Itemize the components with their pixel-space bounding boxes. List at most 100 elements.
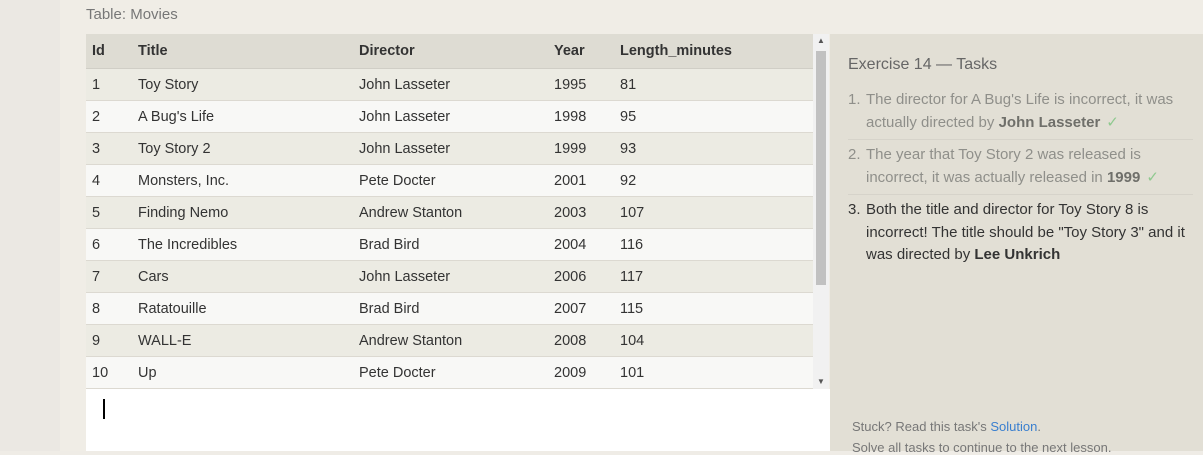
results-table-container: Id Title Director Year Length_minutes 1 … (86, 34, 813, 389)
cell-id: 5 (86, 196, 138, 229)
cell-title: Ratatouille (138, 292, 359, 325)
task-item-3: 3. Both the title and director for Toy S… (848, 199, 1193, 272)
tasks-panel: Exercise 14 — Tasks 1. The director for … (830, 34, 1203, 455)
task-number: 2. (848, 146, 861, 163)
cell-title: Up (138, 356, 359, 389)
cell-director: John Lasseter (359, 132, 554, 165)
cell-director: Pete Docter (359, 356, 554, 389)
table-row: 4 Monsters, Inc. Pete Docter 2001 92 (86, 164, 813, 197)
table-row: 5 Finding Nemo Andrew Stanton 2003 107 (86, 196, 813, 229)
column-header-director: Director (359, 34, 554, 69)
cell-id: 4 (86, 164, 138, 197)
cell-id: 2 (86, 100, 138, 133)
stuck-prefix: Stuck? Read this task's (852, 419, 991, 434)
cell-id: 3 (86, 132, 138, 165)
scroll-up-arrow-icon[interactable]: ▲ (817, 36, 825, 45)
sql-query-editor[interactable] (86, 389, 830, 451)
cell-length: 104 (620, 324, 813, 357)
scroll-down-arrow-icon[interactable]: ▼ (817, 377, 825, 386)
solve-all-hint: Solve all tasks to continue to the next … (852, 440, 1112, 455)
table-row: 7 Cars John Lasseter 2006 117 (86, 260, 813, 293)
cell-year: 2004 (554, 228, 620, 261)
table-row: 2 A Bug's Life John Lasseter 1998 95 (86, 100, 813, 133)
cell-year: 2003 (554, 196, 620, 229)
cell-id: 6 (86, 228, 138, 261)
check-icon: ✓ (1146, 168, 1159, 186)
cell-length: 81 (620, 68, 813, 101)
cell-director: John Lasseter (359, 260, 554, 293)
cell-director: John Lasseter (359, 100, 554, 133)
task-text: Both the title and director for Toy Stor… (866, 201, 1185, 263)
cell-year: 2007 (554, 292, 620, 325)
stuck-suffix: . (1037, 419, 1041, 434)
cell-id: 9 (86, 324, 138, 357)
cell-length: 116 (620, 228, 813, 261)
scrollbar-thumb[interactable] (816, 51, 826, 285)
cell-length: 117 (620, 260, 813, 293)
cell-title: Cars (138, 260, 359, 293)
table-row: 1 Toy Story John Lasseter 1995 81 (86, 68, 813, 101)
cell-id: 7 (86, 260, 138, 293)
task-text: The director for A Bug's Life is incorre… (866, 91, 1174, 131)
cell-length: 107 (620, 196, 813, 229)
cell-length: 115 (620, 292, 813, 325)
table-header-row: Id Title Director Year Length_minutes (86, 34, 813, 69)
cell-title: A Bug's Life (138, 100, 359, 133)
cell-title: The Incredibles (138, 228, 359, 261)
task-text-wrap: Both the title and director for Toy Stor… (866, 199, 1193, 267)
column-header-id: Id (86, 34, 138, 69)
task-text-wrap: The director for A Bug's Life is incorre… (866, 89, 1193, 134)
task-highlight: 1999 (1106, 168, 1141, 186)
table-row: 3 Toy Story 2 John Lasseter 1999 93 (86, 132, 813, 165)
cell-year: 2006 (554, 260, 620, 293)
column-header-year: Year (554, 34, 620, 69)
cell-id: 8 (86, 292, 138, 325)
cell-length: 101 (620, 356, 813, 389)
text-caret (103, 399, 105, 419)
task-item-1: 1. The director for A Bug's Life is inco… (848, 89, 1193, 140)
cell-year: 2009 (554, 356, 620, 389)
cell-director: Pete Docter (359, 164, 554, 197)
cell-title: Monsters, Inc. (138, 164, 359, 197)
tasks-title: Exercise 14 — Tasks (848, 56, 998, 73)
table-label: Table: Movies (86, 6, 178, 23)
cell-director: Brad Bird (359, 292, 554, 325)
cell-title: Toy Story (138, 68, 359, 101)
cell-director: Andrew Stanton (359, 324, 554, 357)
table-row: 8 Ratatouille Brad Bird 2007 115 (86, 292, 813, 325)
cell-director: John Lasseter (359, 68, 554, 101)
check-icon: ✓ (1106, 113, 1119, 131)
stuck-hint: Stuck? Read this task's Solution. (852, 419, 1041, 434)
cell-year: 1998 (554, 100, 620, 133)
column-header-title: Title (138, 34, 359, 69)
cell-year: 1995 (554, 68, 620, 101)
cell-id: 1 (86, 68, 138, 101)
cell-director: Andrew Stanton (359, 196, 554, 229)
cell-title: Toy Story 2 (138, 132, 359, 165)
table-row: 9 WALL-E Andrew Stanton 2008 104 (86, 324, 813, 357)
table-row: 10 Up Pete Docter 2009 101 (86, 356, 813, 389)
movies-table: Id Title Director Year Length_minutes 1 … (86, 34, 813, 389)
cell-director: Brad Bird (359, 228, 554, 261)
task-number: 3. (848, 201, 861, 218)
task-item-2: 2. The year that Toy Story 2 was release… (848, 144, 1193, 195)
cell-year: 1999 (554, 132, 620, 165)
column-header-length: Length_minutes (620, 34, 813, 69)
task-text-wrap: The year that Toy Story 2 was released i… (866, 144, 1193, 189)
task-highlight: Lee Unkrich (974, 246, 1061, 263)
task-list: 1. The director for A Bug's Life is inco… (848, 89, 1193, 276)
cell-year: 2008 (554, 324, 620, 357)
cell-length: 95 (620, 100, 813, 133)
cell-year: 2001 (554, 164, 620, 197)
cell-title: WALL-E (138, 324, 359, 357)
task-text: The year that Toy Story 2 was released i… (866, 146, 1141, 186)
cell-id: 10 (86, 356, 138, 389)
solution-link[interactable]: Solution (990, 419, 1038, 434)
task-highlight: John Lasseter (998, 113, 1101, 131)
cell-length: 92 (620, 164, 813, 197)
cell-length: 93 (620, 132, 813, 165)
task-number: 1. (848, 91, 861, 108)
cell-title: Finding Nemo (138, 196, 359, 229)
table-scrollbar[interactable]: ▲ ▼ (813, 34, 829, 389)
left-gutter (0, 0, 60, 451)
